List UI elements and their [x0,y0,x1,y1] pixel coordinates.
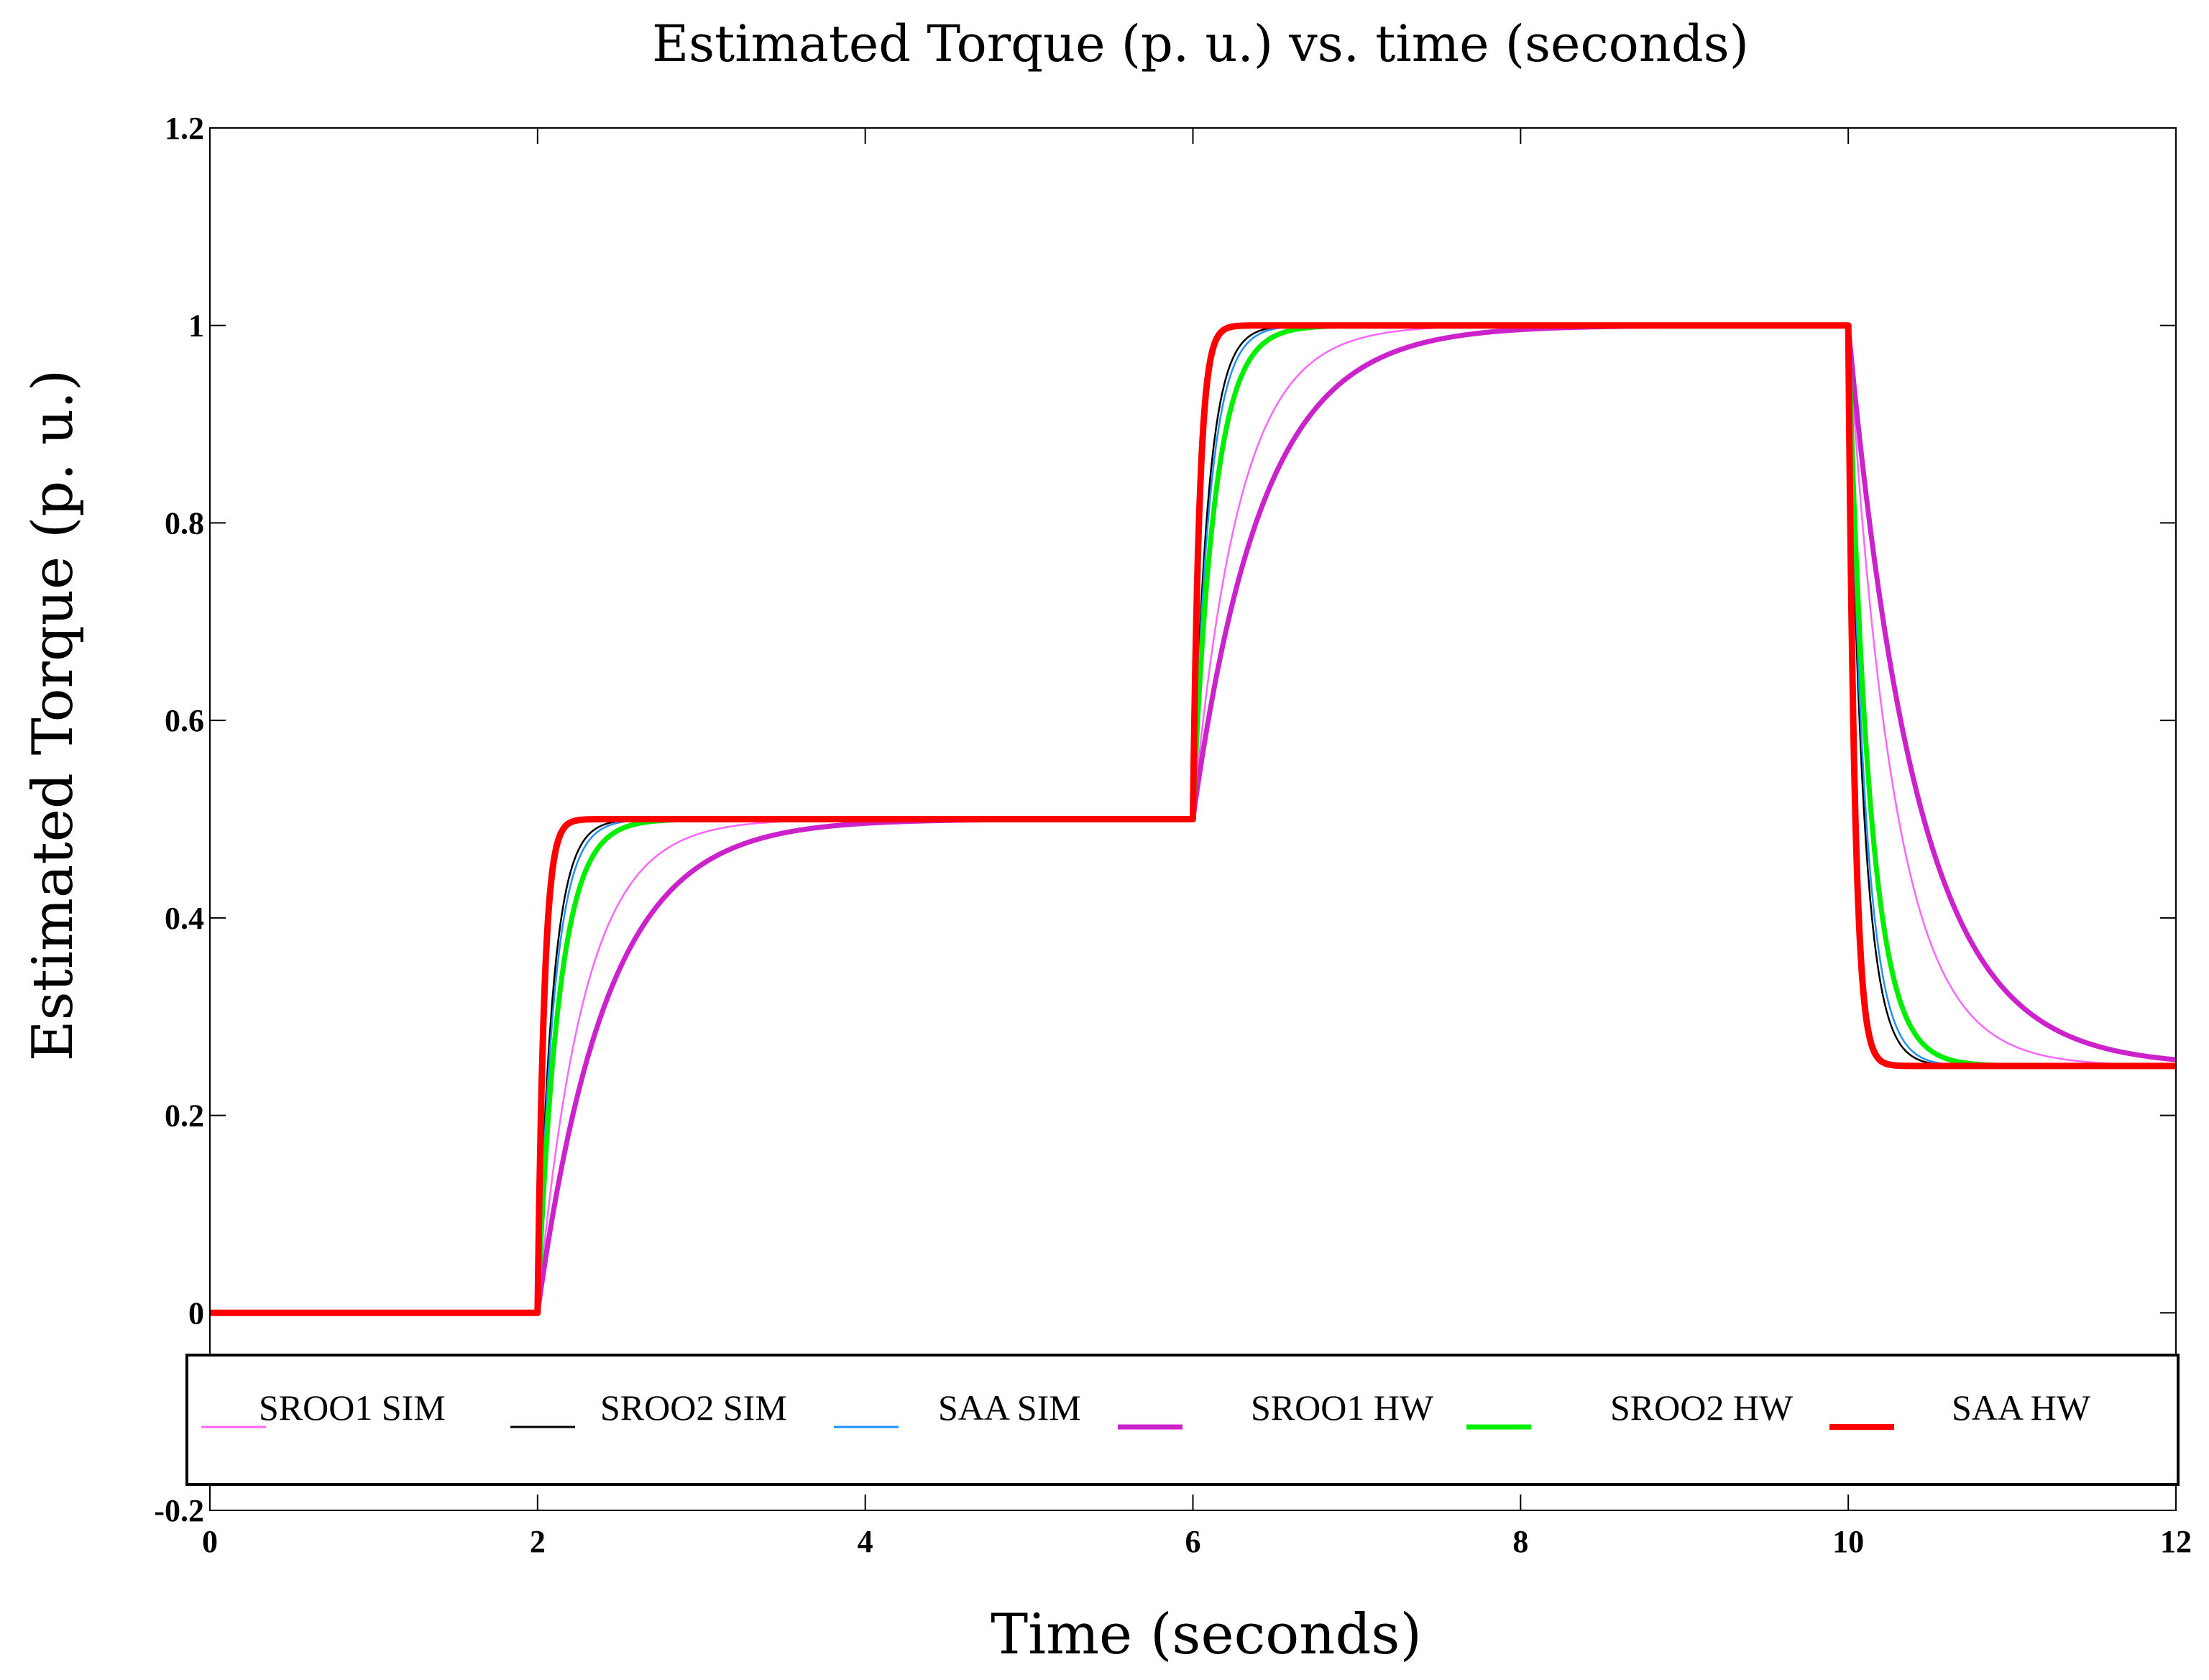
plot-frame [209,127,2177,1511]
y-axis-label: Estimated Torque (p. u.) [21,369,86,1062]
legend-box [185,1354,2180,1486]
x-tick-label: 6 [1185,1524,1201,1559]
x-tick-label: 2 [530,1524,546,1559]
legend-label: SROO1 HW [1251,1387,1434,1428]
chart-title: Estimated Torque (p. u.) vs. time (secon… [652,14,1749,73]
y-tick-label: 1 [188,308,204,344]
x-tick-label: 0 [202,1524,218,1559]
y-tick-label: 0.6 [165,703,204,738]
series-lines [210,322,2176,1316]
legend-label: SROO2 HW [1610,1387,1794,1428]
y-tick-label: 0.8 [165,505,204,541]
legend-label: SROO2 SIM [600,1387,787,1428]
y-tick-label: 0.4 [165,901,204,936]
x-tick-label: 10 [1832,1524,1864,1559]
x-tick-label: 8 [1512,1524,1528,1559]
x-tick-label: 4 [858,1524,873,1559]
tick-labels: 0 2 4 6 8 10 12-0.200.20.40.60.811.2 [154,111,2192,1559]
x-axis-label: Time (seconds) [991,1602,1422,1667]
legend-label: SAA SIM [938,1387,1081,1428]
y-tick-label: 1.2 [165,111,204,146]
y-tick-label: 0 [188,1295,204,1331]
legend-label: SAA HW [1952,1387,2091,1428]
x-tick-label: 12 [2160,1524,2192,1559]
series-line-saa-hw [210,322,2176,1316]
y-tick-label: -0.2 [154,1493,204,1528]
y-tick-label: 0.2 [165,1098,204,1134]
legend: SROO1 SIM SROO2 SIM SAA SIM SROO1 HW SROO2 H… [185,1354,2180,1486]
legend-label: SROO1 SIM [259,1387,446,1428]
